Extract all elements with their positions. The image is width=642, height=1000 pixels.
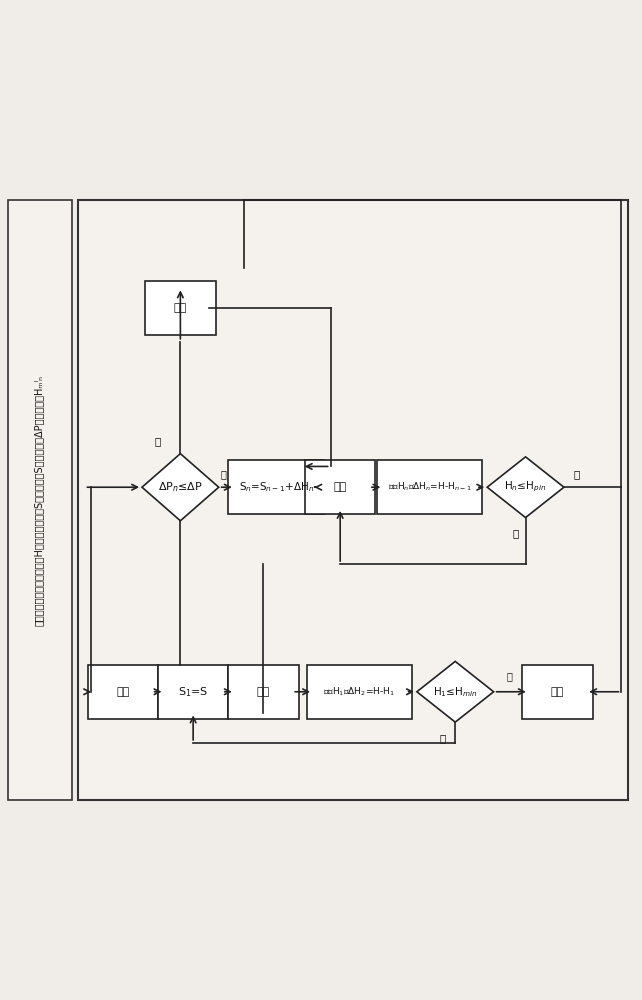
FancyBboxPatch shape — [377, 460, 482, 514]
Polygon shape — [487, 457, 564, 518]
FancyBboxPatch shape — [78, 200, 628, 800]
Text: 是: 是 — [513, 529, 519, 539]
Text: 换向: 换向 — [257, 687, 270, 697]
FancyBboxPatch shape — [229, 665, 299, 719]
Text: S$_n$=S$_{n-1}$+ΔH$_n$: S$_n$=S$_{n-1}$+ΔH$_n$ — [239, 480, 314, 494]
Text: 计算H$_1$、ΔH$_2$=H-H$_1$: 计算H$_1$、ΔH$_2$=H-H$_1$ — [324, 686, 395, 698]
FancyBboxPatch shape — [145, 281, 216, 335]
Text: 是: 是 — [439, 733, 446, 743]
Text: 否: 否 — [573, 469, 580, 479]
FancyBboxPatch shape — [158, 665, 229, 719]
Text: 停机: 停机 — [551, 687, 564, 697]
Text: S$_1$=S: S$_1$=S — [178, 685, 208, 699]
Text: H$_n$≤H$_{pin}$: H$_n$≤H$_{pin}$ — [505, 480, 546, 494]
Text: 换向: 换向 — [334, 482, 347, 492]
Text: 开机: 开机 — [116, 687, 130, 697]
FancyBboxPatch shape — [229, 460, 324, 514]
Text: 计算H$_n$、ΔH$_n$=H-H$_{n-1}$: 计算H$_n$、ΔH$_n$=H-H$_{n-1}$ — [388, 481, 471, 493]
Polygon shape — [142, 454, 219, 521]
Text: 在控制装置上设定目标余隙H、初始换向位置S、检测位置S、临界压差ΔP、警报临界Hₘᴵₙ: 在控制装置上设定目标余隙H、初始换向位置S、检测位置S、临界压差ΔP、警报临界H… — [33, 374, 44, 626]
FancyBboxPatch shape — [88, 665, 158, 719]
FancyBboxPatch shape — [305, 460, 376, 514]
Text: H$_1$≤H$_{min}$: H$_1$≤H$_{min}$ — [433, 685, 478, 699]
FancyBboxPatch shape — [8, 200, 72, 800]
Text: 是: 是 — [220, 469, 226, 479]
Text: 否: 否 — [155, 436, 161, 446]
Polygon shape — [417, 661, 494, 722]
Text: 否: 否 — [507, 671, 512, 681]
Text: 换向: 换向 — [174, 303, 187, 313]
FancyBboxPatch shape — [307, 665, 412, 719]
Text: ΔP$_n$≤ΔP: ΔP$_n$≤ΔP — [158, 480, 203, 494]
FancyBboxPatch shape — [523, 665, 593, 719]
